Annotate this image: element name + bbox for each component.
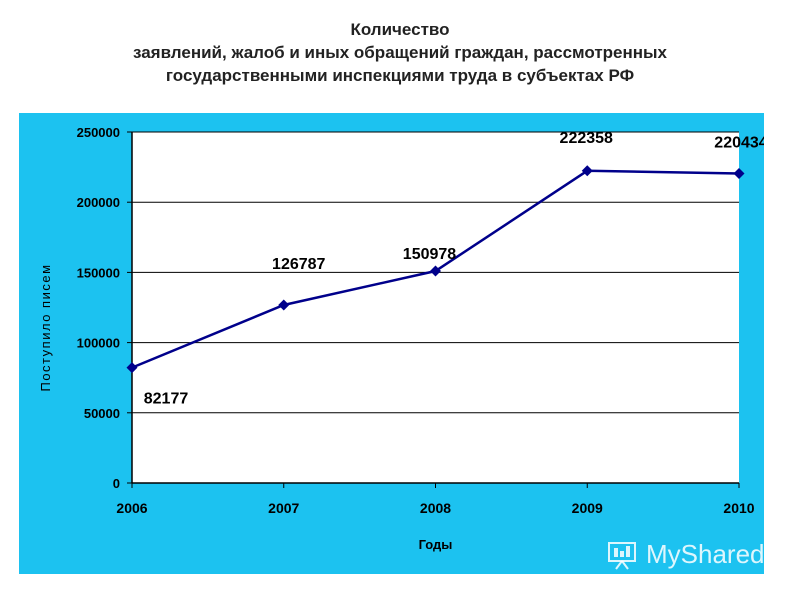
data-point-marker — [733, 168, 745, 180]
y-tick-label: 150000 — [77, 265, 120, 280]
x-tick-label: 2009 — [572, 500, 603, 516]
data-point-marker — [581, 165, 593, 177]
data-point-marker — [126, 362, 138, 374]
data-label: 222358 — [560, 130, 613, 147]
data-label: 126787 — [272, 256, 325, 273]
title-line-2: заявлений, жалоб и иных обращений гражда… — [132, 43, 668, 62]
watermark: MyShared — [606, 536, 765, 572]
y-tick-label: 0 — [113, 476, 120, 491]
plot-area — [132, 132, 739, 483]
y-axis-title: Поступило писем — [38, 263, 53, 391]
chart-title: Количество заявлений, жалоб и иных обращ… — [0, 18, 800, 87]
data-label: 220434 — [714, 135, 764, 152]
data-label: 82177 — [144, 391, 189, 408]
y-tick-label: 250000 — [77, 125, 120, 140]
line-chart: 0 50000 100000 150000 200000 250000 2006 2007 20… — [38, 125, 764, 552]
data-label: 150978 — [403, 246, 456, 263]
y-tick-label: 50000 — [84, 406, 120, 421]
y-tick-label: 100000 — [77, 336, 120, 351]
x-tick-label: 2008 — [420, 500, 451, 516]
presentation-icon — [608, 542, 636, 570]
chart-area: 0 50000 100000 150000 200000 250000 2006 2007 20… — [19, 113, 764, 574]
x-axis-title: Годы — [419, 537, 453, 552]
title-line-1: Количество — [350, 20, 450, 39]
x-tick-label: 2007 — [268, 500, 299, 516]
data-point-marker — [278, 299, 290, 311]
watermark-text: MyShared — [646, 538, 765, 569]
data-point-marker — [430, 265, 441, 277]
title-line-3: государственными инспекциями труда в суб… — [165, 66, 635, 85]
x-tick-label: 2010 — [723, 500, 754, 516]
y-tick-label: 200000 — [77, 195, 120, 210]
x-tick-label: 2006 — [116, 500, 147, 516]
